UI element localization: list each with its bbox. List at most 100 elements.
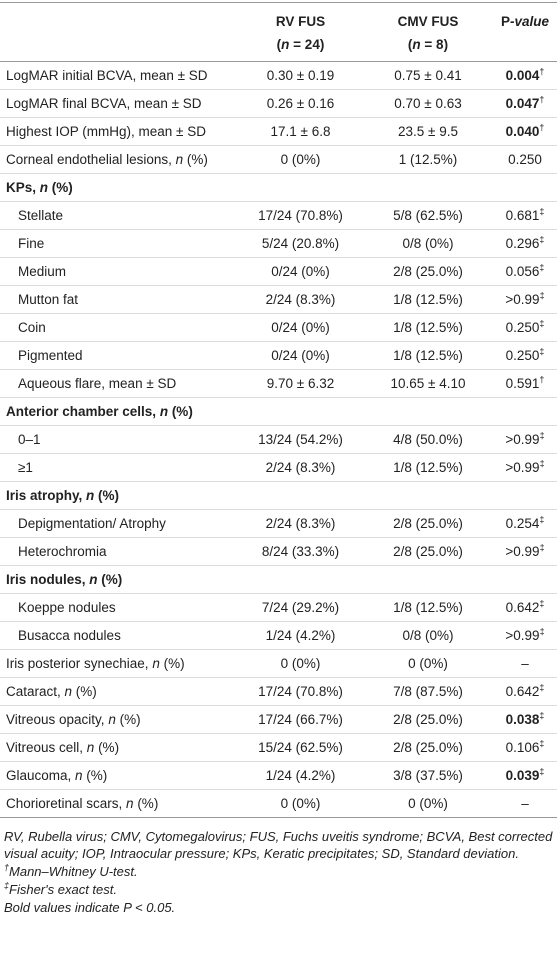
- p-note: ‡: [539, 318, 545, 329]
- cmv-value: 0.70 ± 0.63: [394, 96, 462, 111]
- row-label: Glaucoma, n (%): [0, 762, 238, 790]
- rv-value: 2/24 (8.3%): [265, 460, 336, 475]
- footnote-text: RV, Rubella virus; CMV, Cytomegalovirus;…: [4, 829, 553, 861]
- p-number: 0.681: [505, 208, 540, 223]
- p-value: 0.056‡: [493, 258, 557, 286]
- p-value: 0.250: [493, 146, 557, 174]
- data-row: Stellate 17/24 (70.8%) 5/8 (62.5%) 0.681‡: [0, 201, 557, 230]
- p-number: 0.296: [505, 236, 540, 251]
- label-part: (%): [183, 152, 208, 167]
- p-number: –: [521, 796, 529, 811]
- footnote-mark: †: [4, 862, 10, 873]
- rv-value: 0.30 ± 0.19: [266, 68, 335, 83]
- p-value: 0.250‡: [493, 314, 557, 342]
- p-value: 0.591†: [493, 370, 557, 398]
- rv-value: 0/24 (0%): [271, 264, 330, 279]
- cmv-value: 1 (12.5%): [398, 152, 458, 167]
- data-row: Iris posterior synechiae, n (%) 0 (0%) 0 (…: [0, 649, 557, 678]
- label-part: n: [89, 572, 98, 587]
- rv-value: 0/24 (0%): [271, 320, 330, 335]
- p-number: 0.250: [505, 348, 540, 363]
- label-part: LogMAR final BCVA, mean ± SD: [6, 96, 202, 111]
- label-part: (%): [115, 712, 141, 727]
- p-note: ‡: [539, 234, 545, 245]
- p-number: >0.99: [505, 460, 540, 475]
- cmv-value: 2/8 (25.0%): [393, 516, 463, 531]
- label-part: Cataract,: [6, 684, 65, 699]
- label-part: Coin: [18, 320, 46, 335]
- header-title: RV FUS: [275, 14, 326, 29]
- p-note: ‡: [539, 206, 545, 217]
- cmv-value: 5/8 (62.5%): [393, 208, 463, 223]
- p-value: 0.040†: [493, 118, 557, 146]
- footnote-mark: ‡: [4, 880, 10, 891]
- label-part: Mutton fat: [18, 292, 79, 307]
- header-subtitle-part: n: [281, 37, 290, 52]
- footnote-text: Fisher's exact test.: [9, 882, 117, 897]
- cmv-value: 2/8 (25.0%): [393, 544, 463, 559]
- data-row: Vitreous cell, n (%) 15/24 (62.5%) 2/8 (25…: [0, 733, 557, 762]
- rv-value: 1/24 (4.2%): [265, 768, 336, 783]
- table-header: RV FUS (n = 24) CMV FUS (n = 8) P-value: [0, 3, 557, 62]
- rv-value: 2/24 (8.3%): [265, 292, 336, 307]
- column-header: P-value: [493, 3, 557, 62]
- row-label: Vitreous opacity, n (%): [0, 706, 238, 734]
- p-number: –: [521, 656, 529, 671]
- data-row: Corneal endothelial lesions, n (%) 0 (0%)…: [0, 145, 557, 174]
- label-part: Stellate: [18, 208, 64, 223]
- rv-value: 17.1 ± 6.8: [270, 124, 331, 139]
- rv-value: 17/24 (70.8%): [258, 208, 343, 223]
- label-part: Vitreous opacity,: [6, 712, 109, 727]
- row-label: Medium: [0, 258, 238, 286]
- row-label: Cataract, n (%): [0, 678, 238, 706]
- rv-value: 5/24 (20.8%): [261, 236, 340, 251]
- p-value: 0.642‡: [493, 678, 557, 706]
- p-note: ‡: [539, 430, 545, 441]
- p-value: 0.250‡: [493, 342, 557, 370]
- label-part: (%): [97, 572, 123, 587]
- label-part: n: [75, 768, 83, 783]
- p-note: ‡: [539, 710, 545, 721]
- row-label: Coin: [0, 314, 238, 342]
- data-row: Fine 5/24 (20.8%) 0/8 (0%) 0.296‡: [0, 229, 557, 258]
- header-title: P: [500, 14, 510, 29]
- label-part: Highest IOP (mmHg), mean ± SD: [6, 124, 206, 139]
- rv-value: 0 (0%): [280, 152, 321, 167]
- data-row: Pigmented 0/24 (0%) 1/8 (12.5%) 0.250‡: [0, 341, 557, 370]
- label-part: Pigmented: [18, 348, 83, 363]
- cmv-value: 1/8 (12.5%): [393, 348, 463, 363]
- label-part: n: [39, 180, 49, 195]
- label-part: n: [152, 656, 160, 671]
- data-row: Busacca nodules 1/24 (4.2%) 0/8 (0%) >0.99‡: [0, 621, 557, 650]
- p-value: >0.99‡: [493, 538, 557, 566]
- row-label: Aqueous flare, mean ± SD: [0, 370, 238, 398]
- data-row: Heterochromia 8/24 (33.3%) 2/8 (25.0%) >0.9…: [0, 537, 557, 566]
- data-row: Koeppe nodules 7/24 (29.2%) 1/8 (12.5%) 0.6…: [0, 593, 557, 622]
- label-part: LogMAR initial BCVA, mean ± SD: [6, 68, 208, 83]
- p-number: >0.99: [505, 628, 540, 643]
- label-part: (%): [133, 796, 159, 811]
- label-part: (%): [159, 656, 185, 671]
- cmv-value: 1/8 (12.5%): [393, 460, 463, 475]
- label-part: Glaucoma,: [6, 768, 76, 783]
- row-label: 0–1: [0, 426, 238, 454]
- p-number: >0.99: [505, 292, 540, 307]
- header-subtitle-part: = 8): [420, 37, 449, 52]
- rv-value: 9.70 ± 6.32: [266, 376, 335, 391]
- label-part: n: [108, 712, 116, 727]
- header-subtitle: (n = 24): [242, 36, 359, 53]
- p-note: †: [539, 374, 545, 385]
- label-part: n: [175, 152, 184, 167]
- rv-value: 17/24 (66.7%): [258, 712, 343, 727]
- data-table: RV FUS (n = 24) CMV FUS (n = 8) P-value LogM…: [0, 2, 557, 818]
- rv-value: 1/24 (4.2%): [265, 628, 336, 643]
- label-part: n: [86, 488, 95, 503]
- label-part: Aqueous flare, mean ± SD: [18, 376, 177, 391]
- p-note: ‡: [539, 262, 545, 273]
- p-number: 0.642: [505, 600, 540, 615]
- row-label: Depigmentation/ Atrophy: [0, 510, 238, 538]
- label-part: Depigmentation/ Atrophy: [18, 516, 166, 531]
- cmv-value: 0 (0%): [408, 656, 448, 671]
- cmv-value: 0/8 (0%): [402, 628, 454, 643]
- rv-value: 0 (0%): [280, 796, 321, 811]
